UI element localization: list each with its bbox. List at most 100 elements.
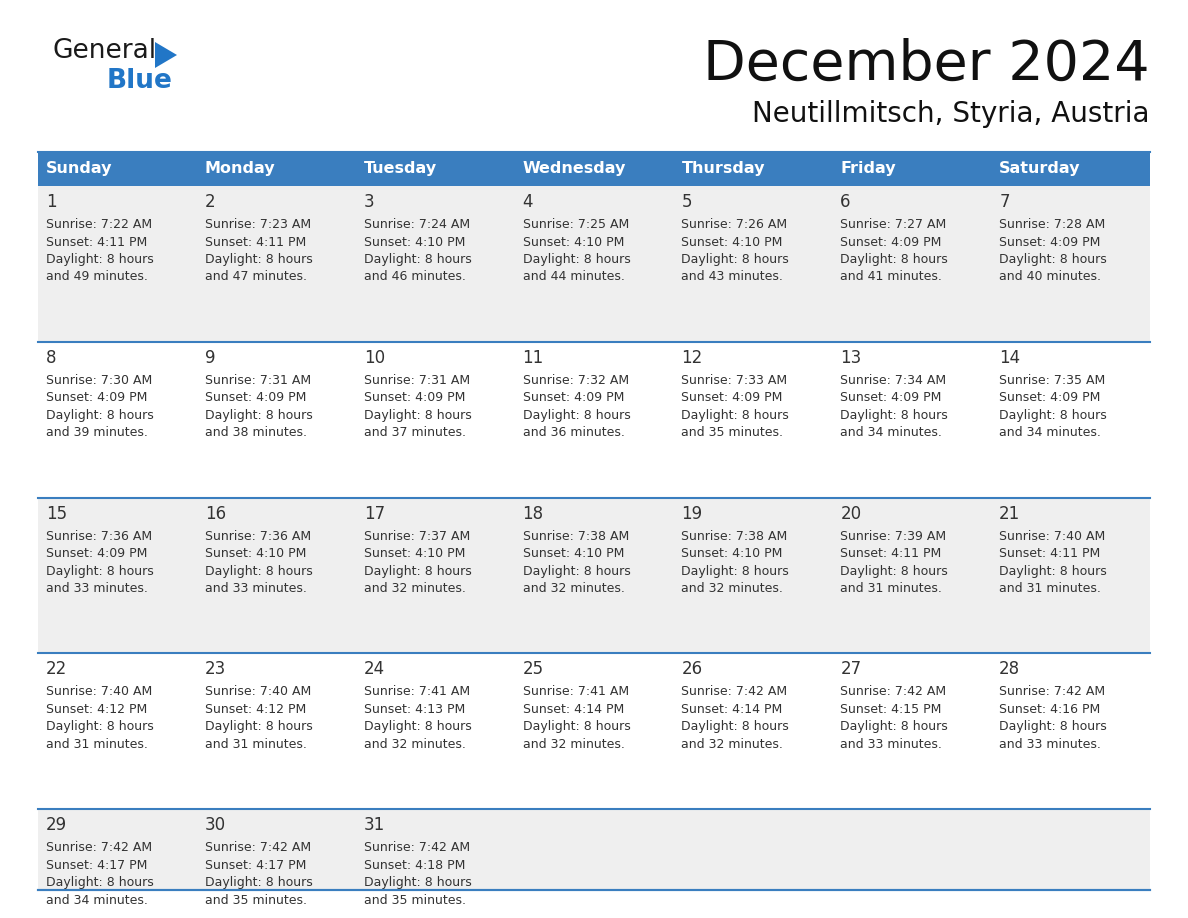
- Text: Sunset: 4:10 PM: Sunset: 4:10 PM: [682, 236, 783, 249]
- Text: Sunrise: 7:40 AM: Sunrise: 7:40 AM: [204, 685, 311, 699]
- Text: Neutillmitsch, Styria, Austria: Neutillmitsch, Styria, Austria: [752, 100, 1150, 128]
- Text: Daylight: 8 hours: Daylight: 8 hours: [840, 253, 948, 266]
- Bar: [38, 498, 1150, 654]
- Text: Sunset: 4:10 PM: Sunset: 4:10 PM: [364, 547, 465, 560]
- Text: Sunrise: 7:31 AM: Sunrise: 7:31 AM: [204, 374, 311, 386]
- Text: 21: 21: [999, 505, 1020, 522]
- Text: and 39 minutes.: and 39 minutes.: [46, 426, 147, 439]
- Text: and 32 minutes.: and 32 minutes.: [682, 738, 783, 751]
- Text: Sunset: 4:10 PM: Sunset: 4:10 PM: [364, 236, 465, 249]
- Bar: [355, 152, 514, 186]
- Text: Sunrise: 7:27 AM: Sunrise: 7:27 AM: [840, 218, 947, 231]
- Text: 12: 12: [682, 349, 702, 367]
- Text: Sunset: 4:11 PM: Sunset: 4:11 PM: [840, 547, 942, 560]
- Text: General: General: [52, 38, 156, 64]
- Text: 17: 17: [364, 505, 385, 522]
- Text: 26: 26: [682, 660, 702, 678]
- Text: 11: 11: [523, 349, 544, 367]
- Text: 7: 7: [999, 193, 1010, 211]
- Text: Sunrise: 7:22 AM: Sunrise: 7:22 AM: [46, 218, 152, 231]
- Text: Sunrise: 7:34 AM: Sunrise: 7:34 AM: [840, 374, 947, 386]
- Text: and 32 minutes.: and 32 minutes.: [523, 738, 625, 751]
- Text: Sunset: 4:09 PM: Sunset: 4:09 PM: [364, 391, 465, 404]
- Text: 4: 4: [523, 193, 533, 211]
- Text: Daylight: 8 hours: Daylight: 8 hours: [364, 565, 472, 577]
- Text: Sunset: 4:15 PM: Sunset: 4:15 PM: [840, 703, 942, 716]
- Text: Sunrise: 7:35 AM: Sunrise: 7:35 AM: [999, 374, 1105, 386]
- Text: Sunrise: 7:37 AM: Sunrise: 7:37 AM: [364, 530, 470, 543]
- Text: Daylight: 8 hours: Daylight: 8 hours: [682, 253, 789, 266]
- Text: 15: 15: [46, 505, 68, 522]
- Text: Daylight: 8 hours: Daylight: 8 hours: [204, 409, 312, 421]
- Text: Daylight: 8 hours: Daylight: 8 hours: [840, 721, 948, 733]
- Text: 30: 30: [204, 816, 226, 834]
- Text: 19: 19: [682, 505, 702, 522]
- Text: 10: 10: [364, 349, 385, 367]
- Text: and 31 minutes.: and 31 minutes.: [46, 738, 147, 751]
- Bar: [38, 809, 1150, 890]
- Text: and 33 minutes.: and 33 minutes.: [840, 738, 942, 751]
- Text: Sunset: 4:09 PM: Sunset: 4:09 PM: [999, 236, 1100, 249]
- Text: Sunrise: 7:41 AM: Sunrise: 7:41 AM: [523, 685, 628, 699]
- Text: December 2024: December 2024: [703, 38, 1150, 92]
- Bar: [197, 152, 355, 186]
- Text: and 34 minutes.: and 34 minutes.: [46, 893, 147, 906]
- Text: and 49 minutes.: and 49 minutes.: [46, 271, 147, 284]
- Text: Sunset: 4:11 PM: Sunset: 4:11 PM: [46, 236, 147, 249]
- Text: Daylight: 8 hours: Daylight: 8 hours: [523, 409, 631, 421]
- Text: Sunrise: 7:24 AM: Sunrise: 7:24 AM: [364, 218, 469, 231]
- Text: and 41 minutes.: and 41 minutes.: [840, 271, 942, 284]
- Text: Sunrise: 7:26 AM: Sunrise: 7:26 AM: [682, 218, 788, 231]
- Text: Sunrise: 7:36 AM: Sunrise: 7:36 AM: [204, 530, 311, 543]
- Text: Sunrise: 7:41 AM: Sunrise: 7:41 AM: [364, 685, 469, 699]
- Text: Sunrise: 7:33 AM: Sunrise: 7:33 AM: [682, 374, 788, 386]
- Text: Sunset: 4:09 PM: Sunset: 4:09 PM: [204, 391, 307, 404]
- Text: Sunset: 4:09 PM: Sunset: 4:09 PM: [840, 236, 942, 249]
- Text: 20: 20: [840, 505, 861, 522]
- Text: Sunset: 4:11 PM: Sunset: 4:11 PM: [999, 547, 1100, 560]
- Text: and 38 minutes.: and 38 minutes.: [204, 426, 307, 439]
- Text: Daylight: 8 hours: Daylight: 8 hours: [364, 253, 472, 266]
- Text: Daylight: 8 hours: Daylight: 8 hours: [682, 409, 789, 421]
- Text: Sunset: 4:12 PM: Sunset: 4:12 PM: [46, 703, 147, 716]
- Text: Sunrise: 7:32 AM: Sunrise: 7:32 AM: [523, 374, 628, 386]
- Text: Sunset: 4:13 PM: Sunset: 4:13 PM: [364, 703, 465, 716]
- Text: and 44 minutes.: and 44 minutes.: [523, 271, 625, 284]
- Text: Sunrise: 7:42 AM: Sunrise: 7:42 AM: [46, 841, 152, 854]
- Text: Sunset: 4:17 PM: Sunset: 4:17 PM: [204, 858, 307, 871]
- Text: and 31 minutes.: and 31 minutes.: [840, 582, 942, 595]
- Text: 18: 18: [523, 505, 544, 522]
- Text: Sunset: 4:17 PM: Sunset: 4:17 PM: [46, 858, 147, 871]
- Text: Sunrise: 7:38 AM: Sunrise: 7:38 AM: [523, 530, 628, 543]
- Text: Sunset: 4:09 PM: Sunset: 4:09 PM: [999, 391, 1100, 404]
- Text: Daylight: 8 hours: Daylight: 8 hours: [523, 721, 631, 733]
- Bar: [514, 152, 674, 186]
- Text: 24: 24: [364, 660, 385, 678]
- Text: Sunset: 4:16 PM: Sunset: 4:16 PM: [999, 703, 1100, 716]
- Text: Daylight: 8 hours: Daylight: 8 hours: [204, 721, 312, 733]
- Text: Daylight: 8 hours: Daylight: 8 hours: [999, 721, 1107, 733]
- Text: and 32 minutes.: and 32 minutes.: [682, 582, 783, 595]
- Text: and 33 minutes.: and 33 minutes.: [204, 582, 307, 595]
- Text: Daylight: 8 hours: Daylight: 8 hours: [999, 409, 1107, 421]
- Text: and 31 minutes.: and 31 minutes.: [204, 738, 307, 751]
- Text: Sunrise: 7:38 AM: Sunrise: 7:38 AM: [682, 530, 788, 543]
- Text: and 47 minutes.: and 47 minutes.: [204, 271, 307, 284]
- Text: Thursday: Thursday: [682, 162, 765, 176]
- Text: Daylight: 8 hours: Daylight: 8 hours: [523, 253, 631, 266]
- Bar: [38, 152, 197, 186]
- Text: Sunrise: 7:42 AM: Sunrise: 7:42 AM: [999, 685, 1105, 699]
- Text: Daylight: 8 hours: Daylight: 8 hours: [682, 565, 789, 577]
- Text: Tuesday: Tuesday: [364, 162, 437, 176]
- Text: 6: 6: [840, 193, 851, 211]
- Text: and 32 minutes.: and 32 minutes.: [364, 738, 466, 751]
- Text: Sunset: 4:10 PM: Sunset: 4:10 PM: [523, 236, 624, 249]
- Text: 16: 16: [204, 505, 226, 522]
- Bar: [674, 152, 833, 186]
- Bar: [38, 186, 1150, 341]
- Text: Daylight: 8 hours: Daylight: 8 hours: [46, 253, 153, 266]
- Text: Sunrise: 7:42 AM: Sunrise: 7:42 AM: [204, 841, 311, 854]
- Text: Sunrise: 7:42 AM: Sunrise: 7:42 AM: [840, 685, 947, 699]
- Text: 23: 23: [204, 660, 226, 678]
- Text: Sunrise: 7:40 AM: Sunrise: 7:40 AM: [999, 530, 1105, 543]
